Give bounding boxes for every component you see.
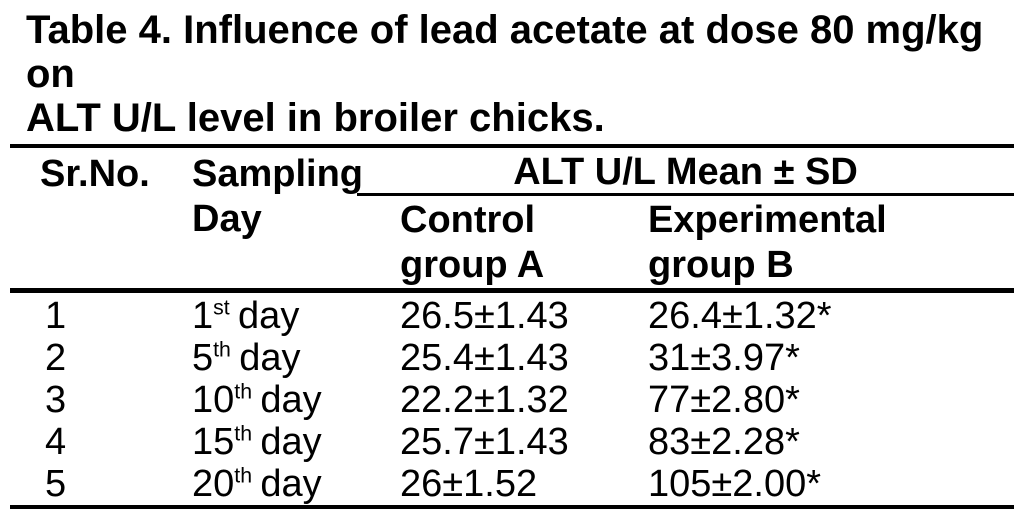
sr-cell: 2 [45, 337, 67, 379]
day-ordinal-suffix: th [234, 463, 253, 488]
day-ordinal-suffix: th [234, 379, 253, 404]
day-cell: 20th day [175, 463, 357, 505]
day-ordinal-suffix: th [234, 421, 253, 446]
day-cell: 15th day [175, 421, 357, 463]
experimental-value-cell: 77±2.80* [648, 379, 800, 421]
header-alt-mean-sd: ALT U/L Mean ± SD [357, 148, 1014, 196]
sr-cell: 1 [45, 295, 67, 337]
header-sr-no: Sr.No. [40, 153, 150, 195]
table-rule-header-separator [10, 288, 1014, 293]
day-number: 5 [192, 337, 214, 379]
day-cell: 10th day [175, 379, 357, 421]
table-header: Sr.No. Sampling Day ALT U/L Mean ± SD Co… [10, 148, 1014, 288]
sr-cell: 5 [45, 463, 67, 505]
control-value-cell: 26±1.52 [400, 463, 538, 505]
experimental-value-cell: 83±2.28* [648, 421, 800, 463]
control-value-cell: 22.2±1.32 [400, 379, 569, 421]
day-number: 20 [192, 463, 235, 505]
sr-cell: 3 [45, 379, 67, 421]
day-word: day [260, 379, 322, 421]
header-sampling-line2: Day [192, 198, 262, 240]
day-word: day [260, 463, 322, 505]
page-title-line-1: Table 4. Influence of lead acetate at do… [26, 8, 984, 96]
table-row: 5 20th day 26±1.52 105±2.00* [10, 463, 1014, 505]
header-control-line2: group A [400, 244, 545, 286]
header-alt-span-group: ALT U/L Mean ± SD Control group A Experi… [357, 148, 1014, 288]
experimental-value-cell: 105±2.00* [648, 463, 822, 505]
header-experimental-group: Experimental group B [615, 196, 1014, 288]
day-number: 10 [192, 379, 235, 421]
header-sampling-day: Sampling Day [175, 148, 364, 288]
table-row: 2 5th day 25.4±1.43 31±3.97* [10, 337, 1014, 379]
experimental-value-cell: 26.4±1.32* [648, 295, 832, 337]
day-ordinal-suffix: st [213, 295, 230, 320]
header-sampling-line1: Sampling [192, 153, 364, 195]
day-word: day [260, 421, 322, 463]
day-number: 15 [192, 421, 235, 463]
header-subgroups: Control group A Experimental group B [357, 196, 1014, 288]
day-cell: 5th day [175, 337, 357, 379]
table-row: 3 10th day 22.2±1.32 77±2.80* [10, 379, 1014, 421]
header-control-group: Control group A [357, 196, 615, 288]
day-ordinal-suffix: th [213, 337, 231, 362]
header-control-line1: Control [400, 199, 536, 241]
day-number: 1 [192, 295, 214, 337]
day-word: day [238, 295, 300, 337]
page-title: Table 4. Influence of lead acetate at do… [0, 0, 1024, 144]
header-experimental-line1: Experimental [648, 199, 887, 241]
table-rule-bottom [10, 505, 1014, 509]
experimental-value-cell: 31±3.97* [648, 337, 800, 379]
table-row: 4 15th day 25.7±1.43 83±2.28* [10, 421, 1014, 463]
table-rule-top [10, 144, 1014, 148]
control-value-cell: 25.7±1.43 [400, 421, 569, 463]
day-word: day [239, 337, 301, 379]
table-row: 1 1st day 26.5±1.43 26.4±1.32* [10, 295, 1014, 337]
table-body: 1 1st day 26.5±1.43 26.4±1.32* 2 5th day 2… [10, 295, 1014, 505]
page-title-line-2: ALT U/L level in broiler chicks. [26, 96, 605, 140]
header-experimental-line2: group B [648, 244, 794, 286]
control-value-cell: 25.4±1.43 [400, 337, 569, 379]
control-value-cell: 26.5±1.43 [400, 295, 569, 337]
day-cell: 1st day [175, 295, 357, 337]
sr-cell: 4 [45, 421, 67, 463]
